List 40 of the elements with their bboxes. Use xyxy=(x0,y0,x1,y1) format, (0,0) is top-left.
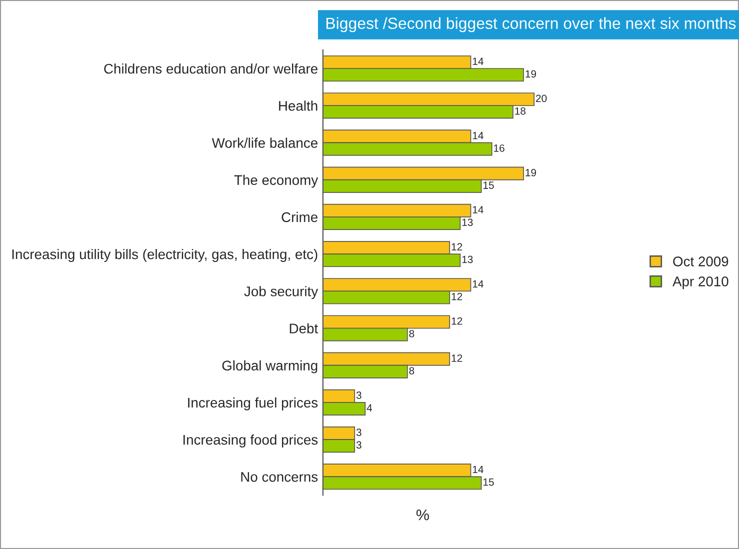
x-axis-title: % xyxy=(416,510,429,520)
data-label: 15 xyxy=(483,182,494,189)
data-label: 4 xyxy=(366,404,372,412)
y-tick-label: Increasing utility bills (electricity, gas, heating, etc) xyxy=(12,248,318,262)
y-tick-label: No concerns xyxy=(241,472,318,482)
data-label: 16 xyxy=(494,144,504,152)
data-label: 13 xyxy=(462,218,473,226)
data-label: 8 xyxy=(409,330,414,338)
y-tick-label: Crime xyxy=(282,212,318,222)
y-tick-label: Debt xyxy=(290,323,318,334)
y-tick-label: The economy xyxy=(234,174,318,188)
y-tick-label: Work/life balance xyxy=(212,138,318,148)
y-tick-label: Increasing food prices xyxy=(183,434,318,448)
data-label: 20 xyxy=(536,94,547,102)
chart-title: Biggest /Second biggest concern over the next six months xyxy=(326,17,736,32)
data-label: 3 xyxy=(356,428,362,436)
data-label: 14 xyxy=(472,466,484,474)
legend-label: Oct 2009 xyxy=(673,256,728,266)
legend-label: Apr 2010 xyxy=(672,276,728,290)
y-tick-label: Childrens education and/or welfare xyxy=(104,63,318,74)
y-tick-label: Global warming xyxy=(222,360,318,374)
data-label: 3 xyxy=(356,441,362,449)
data-label: 14 xyxy=(472,58,484,65)
data-label: 8 xyxy=(409,367,414,374)
data-label: 18 xyxy=(515,107,526,115)
y-tick-label: Job security xyxy=(244,286,318,300)
y-tick-label: Increasing fuel prices xyxy=(188,397,318,410)
data-label: 14 xyxy=(472,280,484,288)
data-label: 12 xyxy=(452,292,462,300)
data-label: 3 xyxy=(356,392,362,399)
data-label: 14 xyxy=(472,132,484,140)
data-label: 14 xyxy=(472,206,484,214)
data-label: 19 xyxy=(526,168,536,176)
y-tick-label: Health xyxy=(279,100,318,111)
data-label: 19 xyxy=(526,70,536,78)
data-label: 12 xyxy=(452,243,462,250)
data-label: 15 xyxy=(483,478,494,486)
data-label: 12 xyxy=(452,354,462,362)
data-label: 13 xyxy=(462,256,473,264)
data-label: 12 xyxy=(452,317,462,325)
